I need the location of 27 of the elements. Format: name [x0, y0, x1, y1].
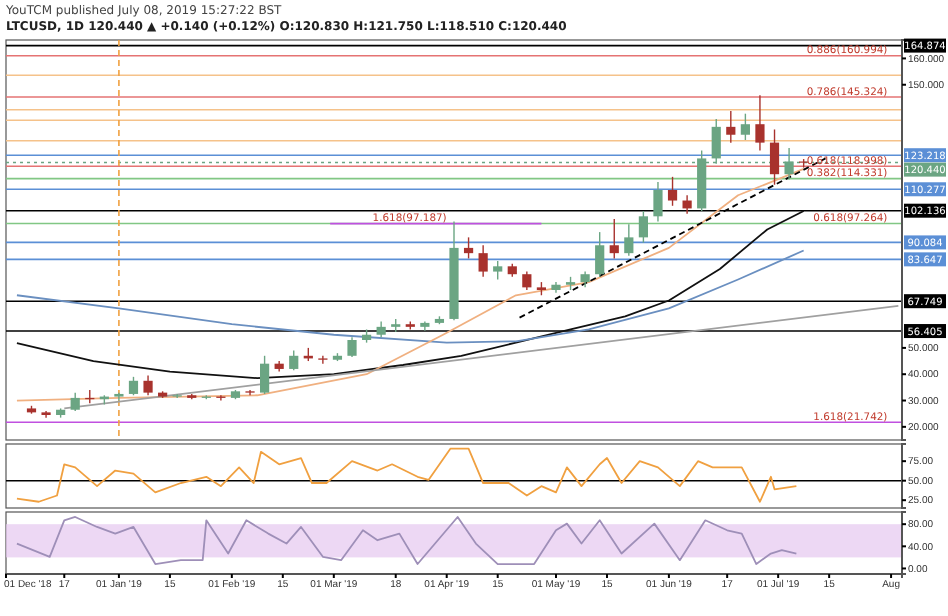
candlestick — [769, 128, 780, 186]
line-series — [16, 168, 805, 402]
candlestick — [522, 270, 532, 291]
candlestick — [740, 112, 750, 141]
candlestick — [114, 391, 124, 402]
candlestick — [260, 355, 270, 395]
candlestick — [667, 176, 678, 207]
candlestick — [609, 218, 619, 260]
candlestick — [493, 260, 503, 281]
candlestick — [318, 355, 328, 365]
candlestick — [128, 376, 139, 396]
candlestick — [347, 336, 357, 358]
line-series — [16, 249, 805, 344]
candlestick — [463, 236, 474, 260]
candlestick — [289, 349, 299, 371]
candlestick — [595, 231, 605, 278]
candlestick — [638, 210, 648, 244]
candlestick — [143, 374, 153, 396]
line-series — [16, 516, 798, 565]
candlestick — [478, 244, 488, 278]
candlestick — [653, 181, 663, 223]
candlestick — [755, 94, 765, 152]
candlestick — [70, 391, 80, 412]
candlestick — [726, 110, 736, 144]
line-series — [16, 210, 805, 380]
candlestick — [624, 223, 634, 257]
line-series — [16, 447, 798, 503]
